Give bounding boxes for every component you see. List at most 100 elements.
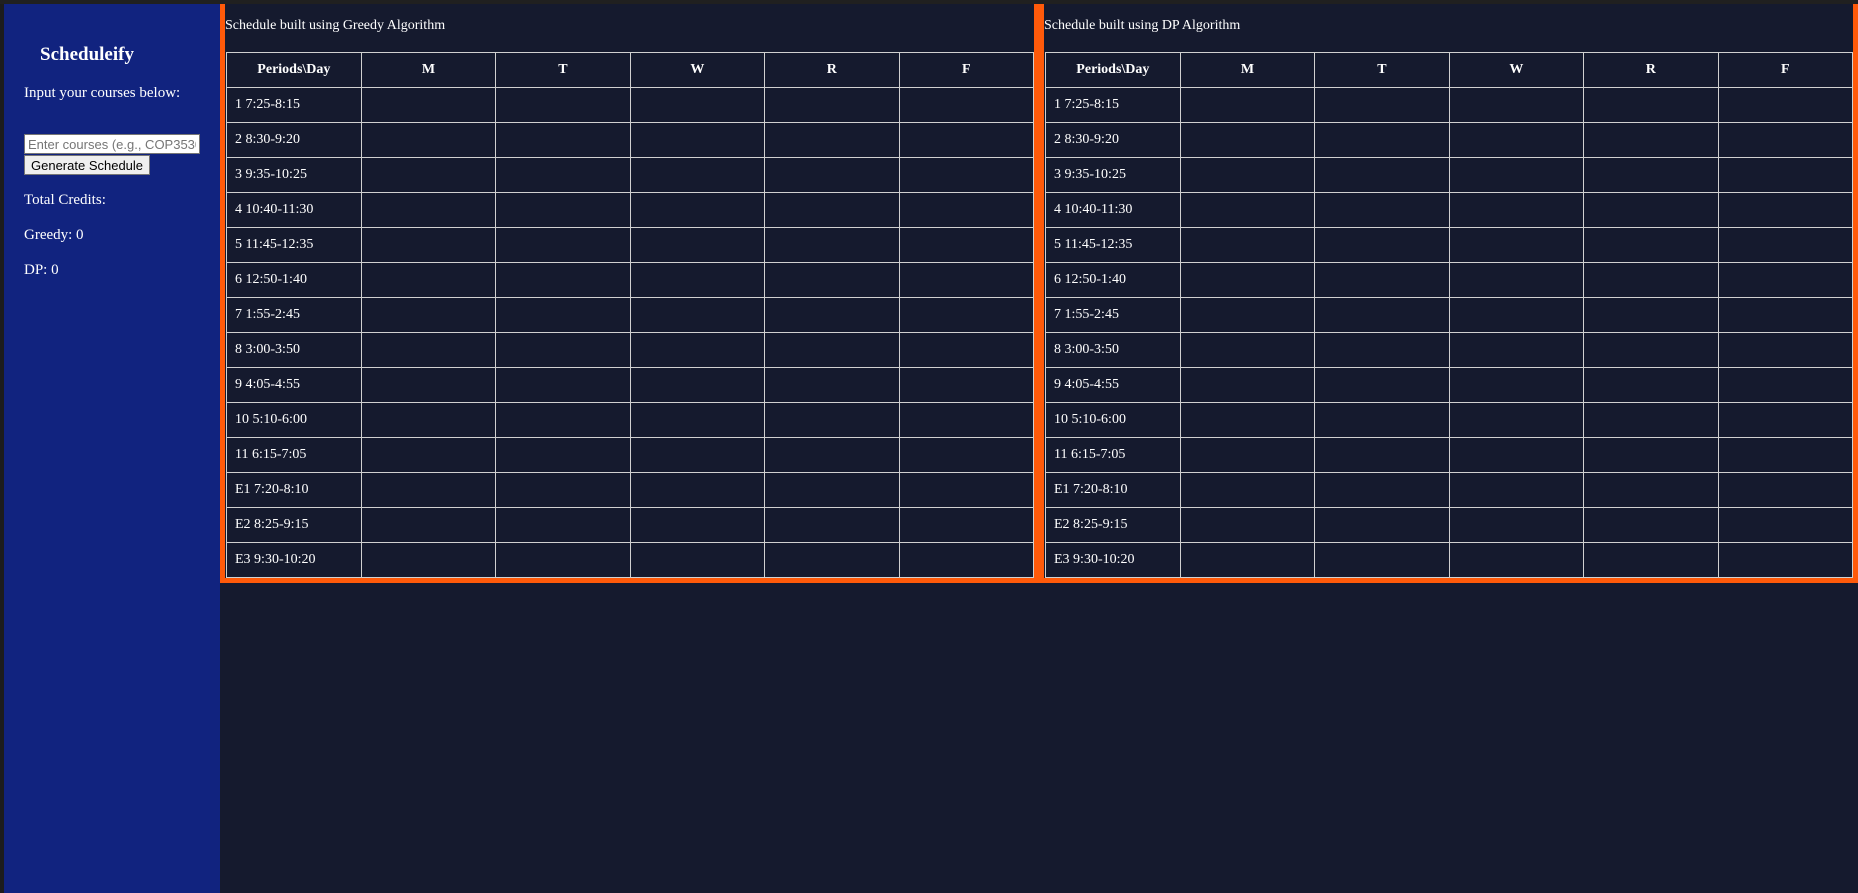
table-row: 10 5:10-6:00 xyxy=(1045,402,1853,438)
column-header: F xyxy=(1717,52,1853,88)
table-row: 1 7:25-8:15 xyxy=(226,87,1034,123)
schedule-cell xyxy=(495,437,631,473)
schedule-cell xyxy=(1717,472,1853,508)
period-cell: 11 6:15-7:05 xyxy=(226,437,362,473)
column-header: T xyxy=(495,52,631,88)
period-cell: 3 9:35-10:25 xyxy=(1045,157,1181,193)
schedule-cell xyxy=(360,367,497,403)
panel-title: Schedule built using Greedy Algorithm xyxy=(225,18,446,33)
column-header: W xyxy=(629,52,766,88)
dp-schedule-panel: Schedule built using DP Algorithm Period… xyxy=(1039,4,1858,583)
period-cell: 1 7:25-8:15 xyxy=(1045,87,1181,123)
table-row: 7 1:55-2:45 xyxy=(226,297,1034,333)
schedule-cell xyxy=(629,262,766,298)
generate-schedule-button[interactable]: Generate Schedule xyxy=(24,155,151,175)
table-row: 5 11:45-12:35 xyxy=(226,227,1034,263)
schedule-cell xyxy=(629,472,766,508)
schedule-cell xyxy=(629,402,766,438)
period-cell: 2 8:30-9:20 xyxy=(1045,122,1181,158)
column-header: F xyxy=(898,52,1034,88)
column-header: M xyxy=(1179,52,1316,88)
column-header: T xyxy=(1314,52,1450,88)
table-row: 5 11:45-12:35 xyxy=(1045,227,1853,263)
header-row: Periods\Day M T W R F xyxy=(1045,52,1853,88)
period-cell: E3 9:30-10:20 xyxy=(226,542,362,578)
total-credits-label: Total Credits: xyxy=(24,192,106,208)
schedule-cell xyxy=(1448,227,1585,263)
period-cell: 10 5:10-6:00 xyxy=(1045,402,1181,438)
schedule-cell xyxy=(898,507,1034,543)
schedule-cell xyxy=(1448,87,1585,123)
schedule-cell xyxy=(1314,507,1450,543)
schedule-cell xyxy=(764,297,900,333)
table-row: 10 5:10-6:00 xyxy=(226,402,1034,438)
period-cell: 10 5:10-6:00 xyxy=(226,402,362,438)
schedule-cell xyxy=(1717,402,1853,438)
schedule-cell xyxy=(1314,542,1450,578)
schedule-cell xyxy=(764,192,900,228)
schedule-cell xyxy=(629,192,766,228)
schedule-cell xyxy=(495,227,631,263)
schedule-cell xyxy=(1314,367,1450,403)
schedule-cell xyxy=(898,192,1034,228)
schedule-cell xyxy=(1448,402,1585,438)
schedule-cell xyxy=(1717,192,1853,228)
panel-title: Schedule built using DP Algorithm xyxy=(1044,18,1241,33)
schedule-cell xyxy=(360,472,497,508)
schedule-cell xyxy=(1179,192,1316,228)
schedule-cell xyxy=(1448,472,1585,508)
schedule-cell xyxy=(1717,367,1853,403)
schedule-cell xyxy=(1583,402,1719,438)
schedule-cell xyxy=(1314,402,1450,438)
schedule-cell xyxy=(1448,297,1585,333)
schedule-cell xyxy=(495,157,631,193)
schedule-cell xyxy=(1314,227,1450,263)
period-cell: 8 3:00-3:50 xyxy=(226,332,362,368)
schedule-cell xyxy=(360,87,497,123)
period-cell: E3 9:30-10:20 xyxy=(1045,542,1181,578)
schedule-cell xyxy=(629,157,766,193)
schedule-cell xyxy=(764,367,900,403)
schedule-cell xyxy=(1314,332,1450,368)
column-header: R xyxy=(764,52,900,88)
schedule-cell xyxy=(360,437,497,473)
period-cell: 2 8:30-9:20 xyxy=(226,122,362,158)
table-row: 8 3:00-3:50 xyxy=(1045,332,1853,368)
header-row: Periods\Day M T W R F xyxy=(226,52,1034,88)
table-row: 2 8:30-9:20 xyxy=(1045,122,1853,158)
courses-input[interactable] xyxy=(24,134,200,154)
table-row: 6 12:50-1:40 xyxy=(1045,262,1853,298)
table-row: 8 3:00-3:50 xyxy=(226,332,1034,368)
schedule-cell xyxy=(1179,472,1316,508)
schedule-cell xyxy=(360,542,497,578)
schedule-cell xyxy=(1583,542,1719,578)
schedule-cell xyxy=(1717,437,1853,473)
period-cell: E1 7:20-8:10 xyxy=(1045,472,1181,508)
schedule-cell xyxy=(495,472,631,508)
schedule-cell xyxy=(1448,157,1585,193)
schedule-cell xyxy=(898,332,1034,368)
schedule-cell xyxy=(1314,472,1450,508)
schedule-cell xyxy=(495,122,631,158)
schedule-cell xyxy=(1583,192,1719,228)
schedule-cell xyxy=(1717,87,1853,123)
table-row: 3 9:35-10:25 xyxy=(226,157,1034,193)
schedule-cell xyxy=(1314,157,1450,193)
schedule-cell xyxy=(629,332,766,368)
schedule-cell xyxy=(764,542,900,578)
schedule-cell xyxy=(1583,507,1719,543)
table-row: 6 12:50-1:40 xyxy=(226,262,1034,298)
schedule-cell xyxy=(1583,262,1719,298)
schedule-cell xyxy=(495,542,631,578)
schedule-cell xyxy=(1179,542,1316,578)
schedule-cell xyxy=(1717,297,1853,333)
period-cell: 8 3:00-3:50 xyxy=(1045,332,1181,368)
period-cell: 5 11:45-12:35 xyxy=(1045,227,1181,263)
schedule-cell xyxy=(1583,87,1719,123)
schedule-cell xyxy=(629,122,766,158)
schedule-cell xyxy=(495,262,631,298)
schedule-cell xyxy=(764,262,900,298)
schedule-cell xyxy=(360,297,497,333)
schedule-cell xyxy=(360,227,497,263)
schedule-cell xyxy=(360,122,497,158)
